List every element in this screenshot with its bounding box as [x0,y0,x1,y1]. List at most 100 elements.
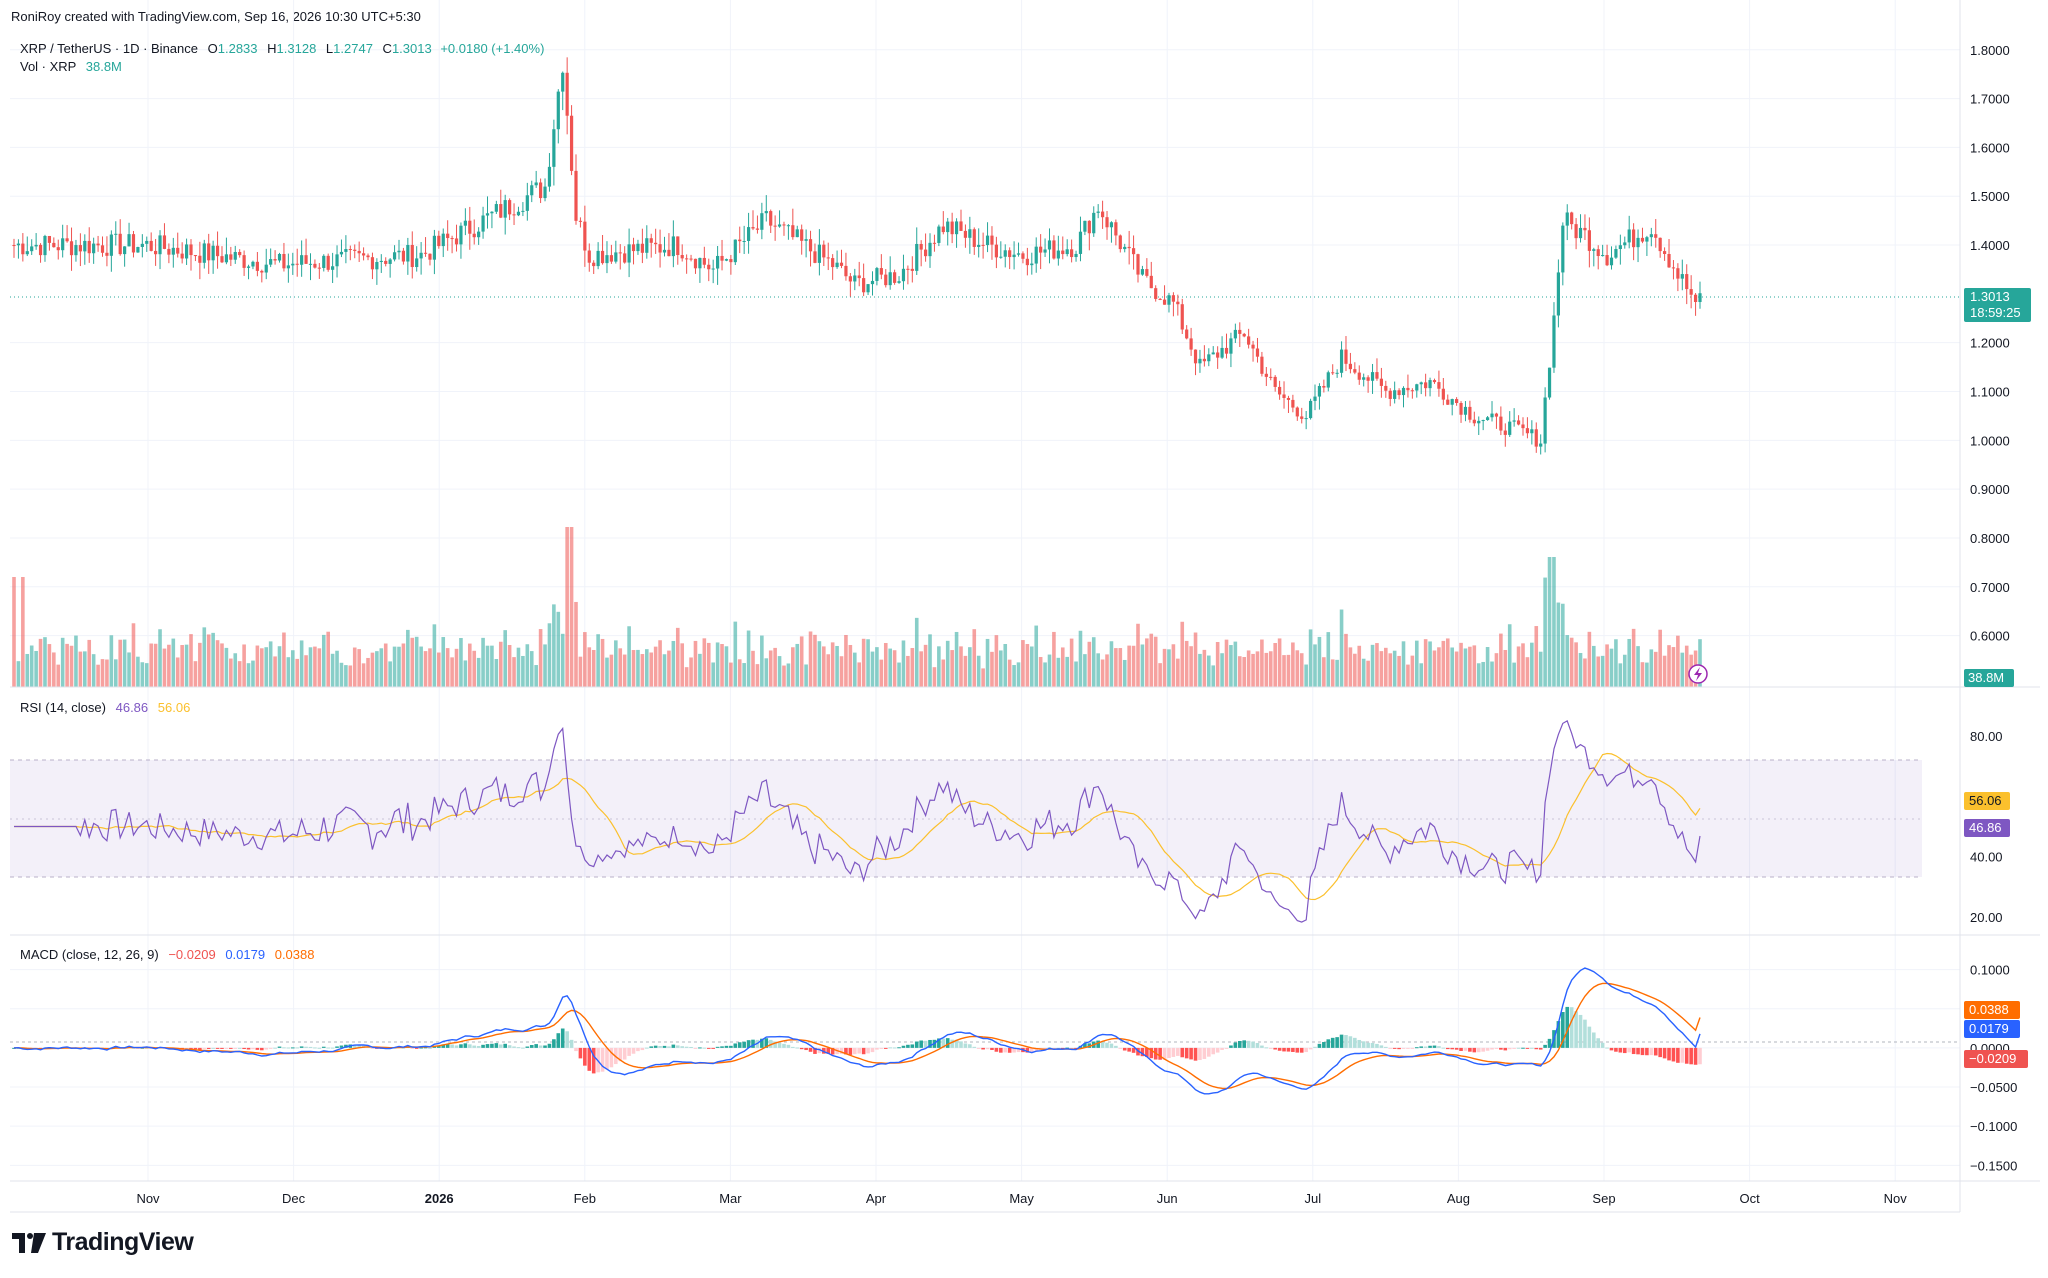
macd-histogram-bar [1330,1037,1335,1048]
volume-bar [149,643,153,687]
macd-histogram-bar [1264,1047,1269,1049]
volume-bar [808,631,813,687]
macd-histogram-bar [1184,1047,1189,1059]
candle [623,253,627,263]
macd-tick-label: −0.1500 [1970,1158,2017,1173]
candle [1264,373,1268,377]
macd-histogram-bar [680,1046,685,1048]
candle [676,236,680,256]
volume-bar [879,659,884,687]
volume-bar [706,642,711,687]
macd-histogram-bar [1366,1042,1370,1048]
macd-histogram-bar [1530,1047,1534,1049]
macd-histogram-bar [268,1047,273,1049]
macd-histogram-bar [454,1045,459,1048]
candle [1693,294,1698,303]
price-legend: XRP / TetherUS · 1D · Binance O1.2833 H1… [20,41,544,56]
volume-bar [224,647,229,687]
volume-bar [534,665,538,687]
macd-histogram-bar [308,1046,313,1048]
time-tick-label: Apr [866,1191,887,1206]
volume-bar [1167,649,1171,687]
volume-bar [65,643,69,687]
candle [145,240,149,244]
volume-bar [888,648,892,687]
volume-bar [848,644,853,687]
volume-bar [1445,638,1450,687]
candle [999,256,1003,258]
candle [1189,338,1193,350]
volume-bar [525,644,530,687]
macd-histogram-bar [1578,1014,1583,1048]
candle [813,251,817,263]
candle [149,240,153,251]
macd-histogram-bar [255,1047,260,1050]
macd-histogram-bar [605,1047,609,1070]
volume-bar [1162,648,1167,687]
volume-bar [583,632,587,687]
macd-histogram-bar [1583,1019,1587,1048]
macd-histogram-bar [450,1044,454,1048]
volume-bar [830,642,835,687]
candle [127,234,131,247]
volume-bar [883,643,888,687]
tradingview-logo: TradingView [12,1228,194,1257]
candle [313,263,317,268]
candle [1614,249,1618,258]
macd-histogram-bar [490,1043,494,1048]
candle [919,243,923,250]
candle [667,249,671,257]
candle [1030,263,1034,266]
volume-bar [1375,643,1379,687]
volume-bar [901,640,906,687]
macd-histogram-bar [229,1047,233,1049]
macd-histogram-bar [817,1047,822,1054]
candle [915,243,919,271]
macd-histogram-bar [724,1045,729,1048]
candle [428,253,432,260]
macd-histogram-bar [1631,1047,1636,1055]
time-tick-label: Aug [1447,1191,1470,1206]
candle [1578,227,1583,239]
macd-histogram-bar [1215,1047,1220,1053]
candle [1649,234,1653,238]
volume-bar [711,662,715,687]
macd-histogram-bar [1649,1047,1654,1056]
volume-bar [1361,658,1366,687]
candle [1339,349,1344,373]
volume-bar [1423,639,1428,687]
price-tick-label: 0.9000 [1970,482,2010,497]
macd-histogram-bar [1459,1047,1463,1051]
volume-bar [472,650,477,687]
candle [1654,234,1658,238]
macd-histogram-bar [1207,1047,1211,1057]
volume-bar [1569,637,1574,687]
volume-bar [388,661,392,687]
macd-histogram-bar [826,1047,831,1054]
macd-histogram-bar [1043,1047,1047,1049]
candle [1202,358,1206,362]
candle [468,220,472,234]
volume-bar [768,650,773,687]
volume-bar [605,657,609,687]
lightning-icon[interactable] [1688,664,1708,684]
volume-bar [1392,650,1397,687]
low-label: L [326,41,333,56]
macd-histogram-bar [1622,1047,1627,1054]
volume-bar [764,658,769,687]
candle [326,255,330,270]
candle [1366,377,1370,381]
macd-line [13,967,1701,1095]
volume-bar [954,631,959,687]
volume-bar [463,660,468,687]
candle [636,243,640,252]
macd-histogram-bar [1384,1046,1388,1048]
volume-bar [1246,650,1251,687]
volume-bar [1485,647,1490,687]
candle [711,268,715,270]
volume-bar [729,662,733,687]
candle [1632,229,1636,248]
volume-bar [1021,640,1025,687]
volume-bar [38,638,43,687]
